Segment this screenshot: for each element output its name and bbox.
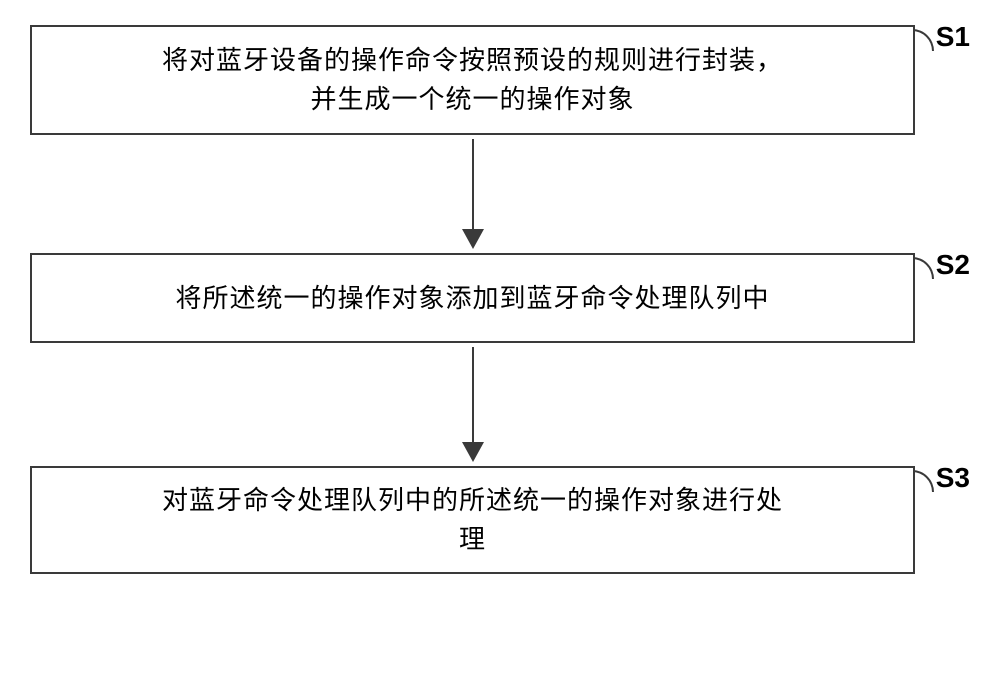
step-label-s2: S2 <box>936 249 970 281</box>
flowchart-container: S1 将对蓝牙设备的操作命令按照预设的规则进行封装，并生成一个统一的操作对象 S… <box>30 25 970 574</box>
arrow-icon <box>458 139 488 249</box>
arrow-s1-s2 <box>30 135 970 253</box>
step-box-s1: 将对蓝牙设备的操作命令按照预设的规则进行封装，并生成一个统一的操作对象 <box>30 25 915 135</box>
step-text-s2: 将所述统一的操作对象添加到蓝牙命令处理队列中 <box>175 279 769 318</box>
step-box-s2: 将所述统一的操作对象添加到蓝牙命令处理队列中 <box>30 253 915 343</box>
step-text-s1: 将对蓝牙设备的操作命令按照预设的规则进行封装，并生成一个统一的操作对象 <box>162 41 783 119</box>
arrow-icon <box>458 347 488 462</box>
step-text-s3: 对蓝牙命令处理队列中的所述统一的操作对象进行处理 <box>162 481 783 559</box>
arrow-s2-s3 <box>30 343 970 466</box>
step-label-s1: S1 <box>936 21 970 53</box>
step-label-s3: S3 <box>936 462 970 494</box>
step-s2-wrapper: S2 将所述统一的操作对象添加到蓝牙命令处理队列中 <box>30 253 970 343</box>
step-s3-wrapper: S3 对蓝牙命令处理队列中的所述统一的操作对象进行处理 <box>30 466 970 574</box>
step-s1-wrapper: S1 将对蓝牙设备的操作命令按照预设的规则进行封装，并生成一个统一的操作对象 <box>30 25 970 135</box>
step-box-s3: 对蓝牙命令处理队列中的所述统一的操作对象进行处理 <box>30 466 915 574</box>
